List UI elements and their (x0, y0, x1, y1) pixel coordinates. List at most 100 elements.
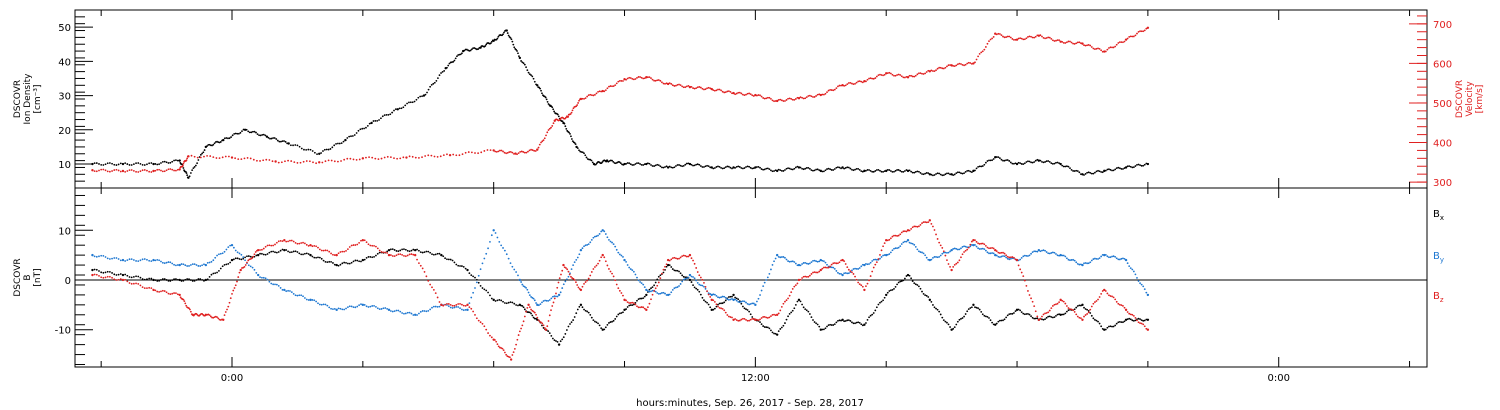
data-point (541, 322, 544, 325)
data-point (232, 258, 235, 261)
data-point (152, 162, 155, 166)
data-point (670, 166, 673, 169)
data-point (623, 78, 626, 81)
data-point (891, 249, 894, 252)
data-point (377, 158, 380, 161)
data-point (100, 271, 103, 274)
data-point (387, 308, 391, 312)
x-tick-label: 0:00 (221, 373, 243, 384)
data-point (339, 251, 342, 253)
data-point (242, 256, 245, 259)
data-point (639, 306, 641, 309)
data-point (710, 293, 713, 297)
data-point (1111, 295, 1113, 298)
data-point (939, 254, 942, 257)
data-point (1142, 285, 1145, 288)
data-point (1058, 301, 1060, 304)
data-point (413, 100, 416, 103)
data-point (470, 307, 473, 310)
data-point (264, 245, 267, 248)
data-point (261, 248, 263, 251)
data-point (773, 260, 775, 263)
data-point (1087, 171, 1090, 174)
data-point (1132, 319, 1135, 322)
data-point (558, 277, 561, 280)
data-point (780, 99, 783, 102)
data-point (885, 72, 888, 75)
data-point (634, 78, 637, 80)
y2-tick-label: 700 (1433, 20, 1452, 31)
data-point (252, 255, 255, 258)
data-point (925, 71, 928, 73)
data-point (535, 313, 537, 316)
data-point (98, 270, 100, 272)
data-point (341, 250, 344, 253)
data-point (1117, 302, 1120, 305)
data-point (358, 304, 361, 307)
data-point (731, 297, 733, 300)
data-point (410, 312, 413, 315)
data-point (668, 293, 671, 296)
data-point (557, 343, 561, 346)
data-point (537, 304, 540, 307)
data-point (102, 276, 105, 279)
data-point (737, 300, 740, 303)
data-point (541, 301, 543, 304)
data-point (124, 162, 127, 165)
data-point (520, 150, 523, 153)
data-point (780, 326, 783, 329)
data-point (1094, 171, 1096, 174)
data-point (542, 300, 545, 302)
data-point (517, 304, 519, 307)
data-point (846, 319, 849, 322)
data-point (966, 246, 969, 249)
data-point (790, 98, 793, 100)
data-point (132, 275, 135, 278)
data-point (1009, 36, 1012, 39)
data-point (367, 243, 370, 246)
legend-label-main: B (1433, 291, 1440, 302)
data-point (302, 253, 304, 256)
data-point (718, 296, 721, 299)
data-point (1009, 257, 1012, 260)
data-point (812, 169, 814, 172)
data-point (880, 249, 883, 252)
data-point (100, 163, 103, 166)
data-point (121, 258, 125, 262)
data-point (393, 249, 396, 251)
data-point (671, 268, 674, 270)
data-point (911, 171, 914, 174)
data-point (268, 251, 271, 254)
data-point (330, 252, 332, 255)
data-point (338, 142, 341, 145)
data-point (735, 319, 738, 321)
data-point (742, 167, 744, 170)
data-point (752, 95, 755, 97)
data-point (1117, 258, 1120, 261)
data-point (370, 121, 373, 125)
data-point (745, 318, 747, 321)
data-point (201, 264, 204, 267)
legend-label-main: B (1433, 251, 1440, 262)
data-point (225, 248, 228, 251)
data-point (485, 252, 488, 255)
data-point (681, 165, 684, 168)
data-point (436, 296, 439, 299)
data-point (1020, 271, 1023, 274)
data-point (298, 145, 301, 148)
data-point (657, 164, 660, 167)
data-point (130, 258, 133, 261)
data-point (815, 271, 818, 274)
data-point (1037, 34, 1041, 37)
data-point (857, 268, 860, 270)
data-point (766, 317, 769, 319)
data-point (735, 165, 738, 168)
data-point (1134, 34, 1137, 37)
data-point (419, 310, 422, 313)
data-point (95, 162, 98, 164)
data-point (513, 46, 516, 49)
data-point (501, 347, 504, 350)
data-point (717, 305, 719, 308)
data-point (601, 89, 604, 93)
data-point (670, 266, 673, 268)
